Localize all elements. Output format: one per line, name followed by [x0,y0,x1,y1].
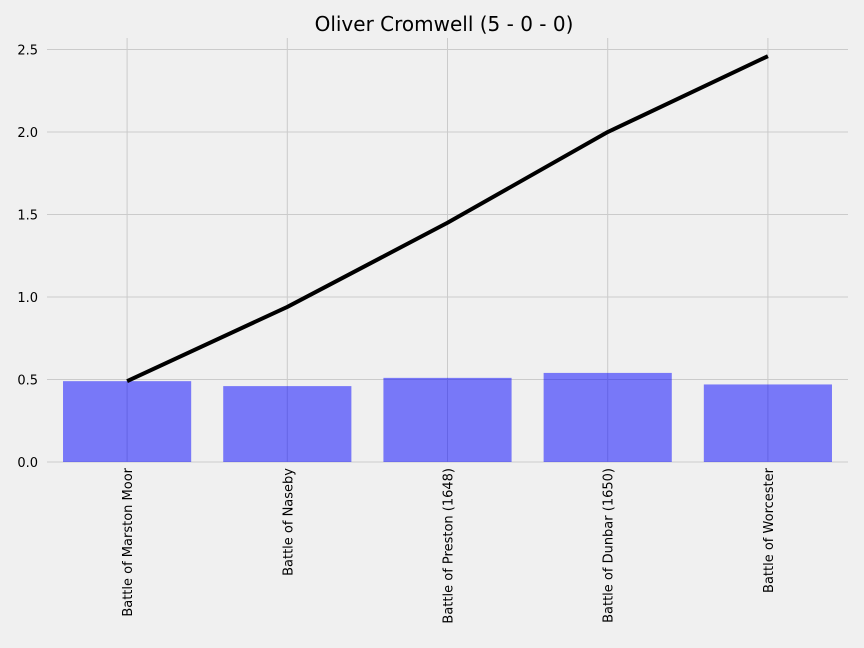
y-tick-label: 0.0 [17,456,38,471]
y-tick-label: 2.0 [17,126,38,141]
line-series-path [126,54,769,383]
x-tick-label: Battle of Dunbar (1650) [602,468,617,623]
chart-title: Oliver Cromwell (5 - 0 - 0) [315,12,574,36]
y-tick-label: 2.5 [17,44,38,59]
bar [223,386,352,462]
x-tick-label: Battle of Marston Moor [121,467,136,616]
bar [63,381,192,462]
y-tick-label: 0.5 [17,374,38,389]
x-tick-label: Battle of Naseby [281,468,296,576]
y-axis-ticks: 0.0 0.5 1.0 1.5 2.0 2.5 [17,44,38,471]
x-tick-label: Battle of Worcester [762,467,777,593]
line-series [126,54,769,383]
bar [383,377,512,462]
bars [63,372,832,462]
bar [703,384,832,462]
y-tick-label: 1.5 [17,209,38,224]
y-tick-label: 1.0 [17,291,38,306]
x-axis-ticks: Battle of Marston Moor Battle of Naseby Ba… [121,467,777,623]
bar [543,372,672,462]
x-tick-label: Battle of Preston (1648) [442,468,457,624]
